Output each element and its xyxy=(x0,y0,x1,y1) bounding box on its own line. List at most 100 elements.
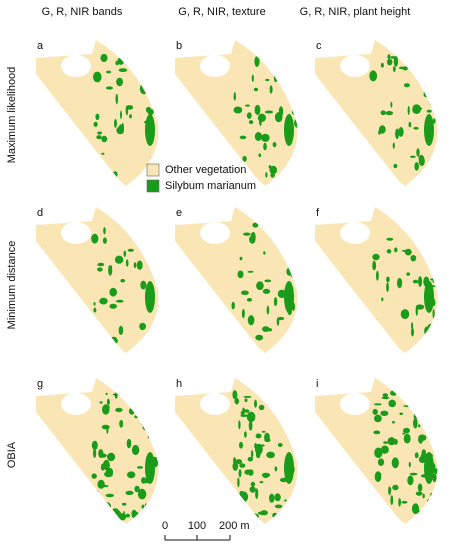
patch xyxy=(242,155,247,162)
patch xyxy=(415,491,423,496)
patch xyxy=(430,492,434,499)
patch xyxy=(241,290,249,296)
patch xyxy=(256,281,264,291)
patch xyxy=(232,461,239,471)
patch xyxy=(239,441,243,449)
scale-bar xyxy=(164,535,231,541)
patch xyxy=(157,257,159,260)
patch xyxy=(416,148,420,157)
patch xyxy=(153,247,158,257)
patch xyxy=(131,411,135,414)
patch xyxy=(116,77,123,87)
map-panel: f xyxy=(315,207,438,353)
patch xyxy=(432,473,437,483)
column-header: G, R, NIR, plant height xyxy=(300,6,411,18)
panel-letter: d xyxy=(37,207,43,219)
patch xyxy=(133,511,140,521)
patch xyxy=(383,441,388,444)
patch xyxy=(289,63,292,66)
patch xyxy=(95,75,98,78)
patch xyxy=(264,110,274,114)
patch xyxy=(372,501,377,508)
patch xyxy=(284,499,287,502)
patch xyxy=(286,267,294,276)
patch xyxy=(373,430,381,435)
patch xyxy=(428,408,438,418)
patch xyxy=(247,456,253,462)
patch xyxy=(106,405,110,410)
patch xyxy=(294,118,298,128)
patch xyxy=(292,433,298,443)
patch xyxy=(398,66,407,70)
patch xyxy=(126,105,134,110)
patch xyxy=(140,280,147,290)
patch xyxy=(258,404,265,411)
map-panel: e xyxy=(175,207,298,353)
patch xyxy=(154,323,159,328)
patch xyxy=(424,281,434,313)
patch xyxy=(102,237,107,244)
patch xyxy=(289,403,297,414)
patch xyxy=(134,485,140,493)
patch xyxy=(147,409,153,415)
patch xyxy=(258,153,262,158)
patch xyxy=(109,287,117,297)
patch xyxy=(392,142,395,149)
map-panel: i xyxy=(315,378,438,524)
patch xyxy=(261,133,270,142)
patch xyxy=(422,412,426,419)
hole xyxy=(200,55,230,77)
patch xyxy=(145,114,155,146)
row-label: OBIA xyxy=(6,441,18,468)
patch xyxy=(133,262,137,269)
patch xyxy=(418,424,421,428)
patch xyxy=(234,342,243,345)
patch xyxy=(259,444,265,447)
patch xyxy=(232,390,238,400)
patch xyxy=(413,413,418,420)
patch xyxy=(146,413,153,420)
patch xyxy=(92,338,97,344)
patch xyxy=(147,108,154,116)
patch xyxy=(407,475,414,486)
scale-label: 0 xyxy=(162,520,168,532)
map-panel: a xyxy=(36,40,159,186)
patch xyxy=(230,507,236,513)
patch xyxy=(406,272,411,276)
panel-letter: f xyxy=(316,207,320,219)
patch xyxy=(373,403,382,406)
patch xyxy=(397,277,403,289)
patch xyxy=(96,135,102,140)
patch xyxy=(94,494,98,505)
patch xyxy=(376,270,379,281)
patch xyxy=(279,400,287,404)
patch xyxy=(409,472,418,476)
patch xyxy=(252,222,259,228)
patch xyxy=(114,118,117,128)
panel-letter: i xyxy=(316,378,318,390)
column-header: G, R, NIR, texture xyxy=(178,6,265,18)
patch xyxy=(284,281,294,313)
patch xyxy=(372,408,378,415)
patch xyxy=(100,53,108,63)
patch xyxy=(101,484,109,488)
patch xyxy=(97,262,105,267)
patch xyxy=(93,71,102,83)
patch xyxy=(387,58,393,66)
patch xyxy=(292,247,297,254)
patch xyxy=(120,110,122,120)
patch xyxy=(381,396,390,400)
patch xyxy=(125,259,129,267)
panel-letter: e xyxy=(176,207,182,219)
patch xyxy=(249,235,256,244)
patch xyxy=(398,127,404,137)
patch xyxy=(414,452,419,459)
patch xyxy=(408,121,412,128)
patch xyxy=(414,107,423,110)
patch xyxy=(413,418,418,429)
patch xyxy=(383,342,386,345)
patch xyxy=(380,62,384,68)
patch xyxy=(284,452,294,484)
patch xyxy=(129,114,132,119)
patch xyxy=(262,473,269,478)
